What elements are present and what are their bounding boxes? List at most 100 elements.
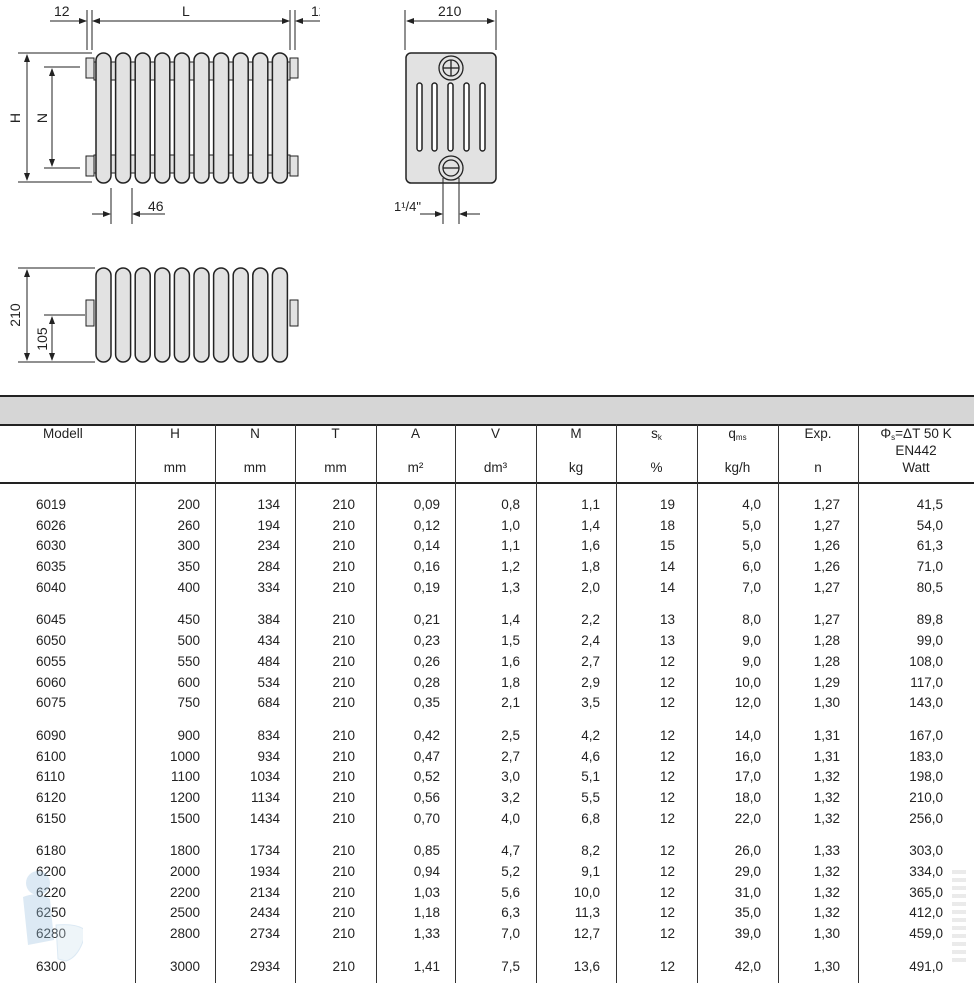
table-row: 6090 900 834 210 0,42 2,5 4,2 12 14,0 1,31 167,0 xyxy=(0,726,974,747)
cell-modell: 6180 xyxy=(36,843,67,859)
radiator-section xyxy=(95,52,112,184)
dim-connection: 1¹/4" xyxy=(394,199,421,214)
cell-m: 1,1 xyxy=(581,497,600,512)
cell-v: 1,0 xyxy=(501,517,520,533)
column-divider xyxy=(778,424,779,983)
cell-exp: 1,30 xyxy=(813,958,840,974)
cell-m: 2,7 xyxy=(581,653,600,669)
cell-n: 2134 xyxy=(249,884,280,900)
column-name-line2: EN442 xyxy=(895,443,937,458)
cell-t: 210 xyxy=(332,653,355,669)
cell-q: 17,0 xyxy=(734,769,761,785)
column-unit: mm xyxy=(163,460,187,475)
cell-modell: 6250 xyxy=(36,905,66,920)
cell-q: 9,0 xyxy=(742,633,761,649)
column-name: N xyxy=(250,426,260,441)
cell-q: 6,0 xyxy=(742,559,761,575)
cell-modell: 6075 xyxy=(36,695,67,711)
cell-col10: 183,0 xyxy=(909,748,943,764)
cell-a: 1,33 xyxy=(413,926,440,942)
cell-h: 550 xyxy=(177,653,200,669)
table-body: 6019 200 134 210 0,09 0,8 1,1 19 4,0 1,27 41,5 6026… xyxy=(0,495,974,983)
dim-right-offset: 12 xyxy=(311,3,320,19)
cell-v: 6,3 xyxy=(501,905,520,921)
cell-q: 42,0 xyxy=(734,958,761,974)
cell-modell: 6060 xyxy=(36,674,67,690)
cell-v: 1,5 xyxy=(501,633,520,649)
radiator-section xyxy=(232,52,249,184)
cell-n: 1934 xyxy=(249,864,280,879)
column-divider xyxy=(858,424,859,983)
column-header-8: qms kg/h xyxy=(697,424,778,484)
cell-n: 2934 xyxy=(249,958,280,974)
cell-n: 1134 xyxy=(250,789,280,805)
cell-exp: 1,26 xyxy=(813,559,840,575)
cell-s: 12 xyxy=(659,653,675,669)
cell-a: 0,56 xyxy=(413,789,440,805)
cell-v: 1,6 xyxy=(501,653,520,669)
cell-col10: 143,0 xyxy=(909,695,943,711)
cell-v: 3,2 xyxy=(501,789,520,805)
cell-s: 12 xyxy=(659,789,675,805)
column-unit: n xyxy=(814,460,822,475)
column-divider xyxy=(616,424,617,983)
cell-a: 0,09 xyxy=(413,497,440,512)
cell-exp: 1,28 xyxy=(813,633,840,649)
cell-n: 684 xyxy=(257,695,280,711)
cell-v: 1,2 xyxy=(501,559,520,575)
row-group: 6045 450 384 210 0,21 1,4 2,2 13 8,0 1,27 89,8 6050… xyxy=(0,610,974,713)
cell-modell: 6150 xyxy=(36,810,67,826)
cell-t: 210 xyxy=(332,517,355,533)
cell-a: 0,23 xyxy=(413,633,440,649)
cell-q: 10,0 xyxy=(734,674,761,690)
table-row: 6026 260 194 210 0,12 1,0 1,4 18 5,0 1,27 54,0 xyxy=(0,516,974,537)
radiator-section xyxy=(173,267,191,363)
cell-t: 210 xyxy=(332,958,355,974)
column-divider xyxy=(135,424,136,983)
cell-s: 13 xyxy=(659,612,675,628)
cell-q: 22,0 xyxy=(734,810,761,826)
column-divider xyxy=(536,424,537,983)
table-row: 6120 1200 1134 210 0,56 3,2 5,5 12 18,0 1,32 210,0 xyxy=(0,788,974,809)
cell-a: 0,52 xyxy=(413,769,440,785)
front-view-drawing: 12 L 12 H N 46 xyxy=(7,3,320,224)
cell-h: 3000 xyxy=(169,958,200,974)
table-row: 6060 600 534 210 0,28 1,8 2,9 12 10,0 1,29 117,0 xyxy=(0,673,974,694)
cell-exp: 1,28 xyxy=(813,653,840,669)
cell-v: 1,4 xyxy=(501,612,520,628)
cell-n: 234 xyxy=(257,538,280,554)
column-divider xyxy=(455,424,456,983)
cell-col10: 71,0 xyxy=(916,559,943,575)
cell-s: 13 xyxy=(659,633,675,649)
cell-t: 210 xyxy=(332,579,355,595)
cell-h: 600 xyxy=(177,674,200,690)
row-group: 6090 900 834 210 0,42 2,5 4,2 12 14,0 1,31 167,0 61… xyxy=(0,726,974,829)
cell-n: 934 xyxy=(257,748,280,764)
plumber-watermark xyxy=(23,871,83,962)
column-name: Φs=ΔT 50 K xyxy=(880,426,952,442)
cell-exp: 1,31 xyxy=(813,748,840,764)
radiator-section xyxy=(232,267,249,363)
cell-m: 1,6 xyxy=(581,538,600,554)
cell-col10: 61,3 xyxy=(916,538,943,554)
table-row: 6055 550 484 210 0,26 1,6 2,7 12 9,0 1,28 108,0 xyxy=(0,652,974,673)
cell-exp: 1,32 xyxy=(813,884,840,900)
cell-s: 12 xyxy=(659,864,675,879)
radiator-section xyxy=(212,52,230,184)
column-name: V xyxy=(490,426,500,441)
cell-h: 2200 xyxy=(169,884,200,900)
cell-m: 8,2 xyxy=(581,843,600,859)
cell-h: 1000 xyxy=(169,748,200,764)
table-row: 6200 2000 1934 210 0,94 5,2 9,1 12 29,0 1,32 334,0 xyxy=(0,862,974,883)
column-name: A xyxy=(410,426,420,441)
cell-s: 12 xyxy=(659,674,675,690)
table-row: 6250 2500 2434 210 1,18 6,3 11,3 12 35,0 1,32 412,… xyxy=(0,903,974,924)
cell-m: 12,7 xyxy=(573,926,600,942)
cell-m: 2,0 xyxy=(581,579,600,595)
cell-v: 2,1 xyxy=(501,695,520,711)
dim-left-offset: 12 xyxy=(54,3,70,19)
cell-q: 14,0 xyxy=(734,727,761,743)
